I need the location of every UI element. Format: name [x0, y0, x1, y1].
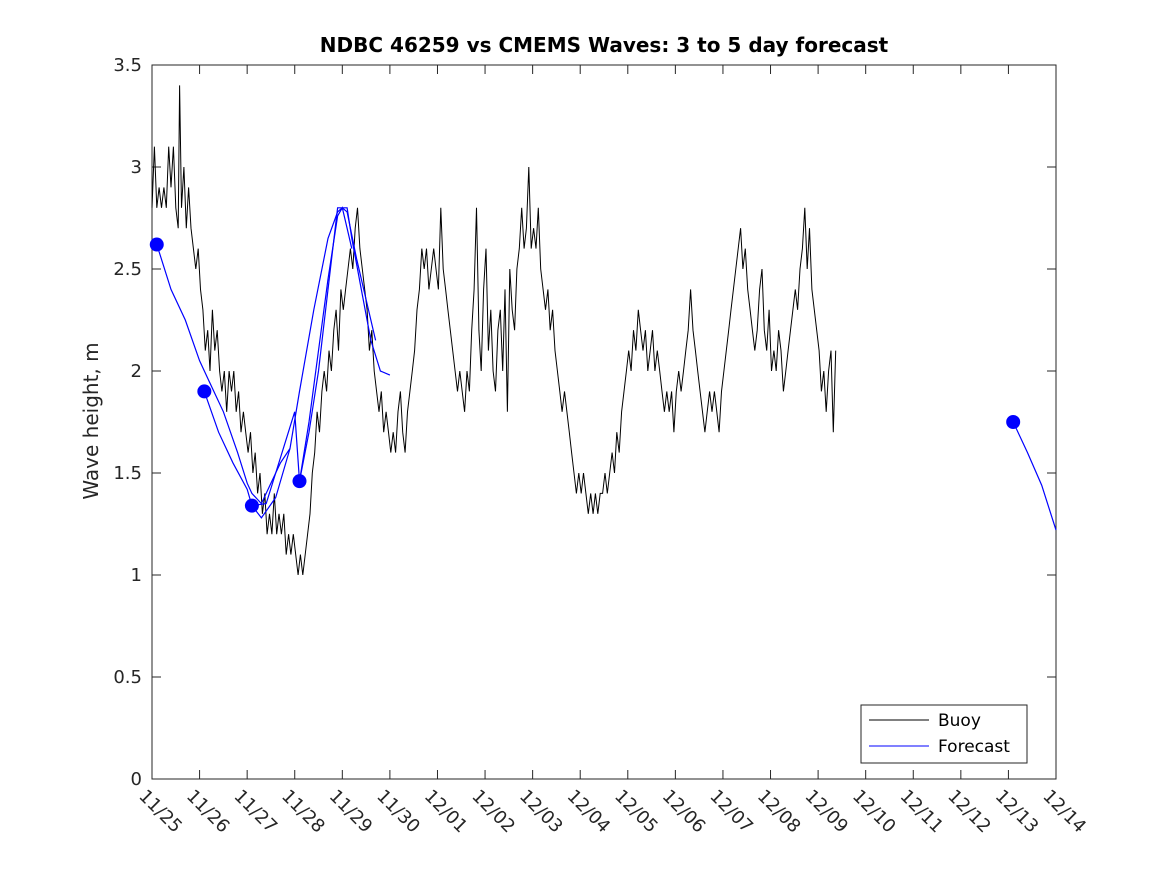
series-line-forecast: [251, 207, 377, 507]
y-axis-label: Wave height, m: [79, 342, 103, 499]
legend: Buoy Forecast: [860, 704, 1028, 764]
y-tick-label: 0: [131, 769, 142, 790]
y-tick-label: 0.5: [113, 667, 142, 688]
plot-area: [151, 64, 1057, 780]
legend-buoy-label: Buoy: [938, 711, 981, 731]
y-tick-label: 3.5: [113, 55, 142, 76]
legend-box: [860, 704, 1028, 764]
y-axis: 0 0.5 1 1.5 2 2.5 3 3.5: [113, 55, 1056, 790]
y-tick-label: 1: [131, 565, 142, 586]
forecast-marker: [244, 498, 259, 513]
series-line-forecast: [1012, 421, 1057, 531]
legend-forecast-label: Forecast: [938, 737, 1010, 757]
y-tick-label: 1.5: [113, 463, 142, 484]
series-line-forecast: [156, 244, 291, 505]
forecast-marker: [197, 384, 212, 399]
series-line-forecast: [203, 207, 391, 519]
forecast-marker: [149, 237, 164, 252]
series-line-buoy: [151, 85, 837, 576]
forecast-marker: [292, 474, 307, 489]
forecast-marker: [1006, 415, 1021, 429]
y-tick-label: 3: [131, 157, 142, 178]
series-layer: [149, 85, 1057, 576]
series-line-forecast: [298, 206, 353, 482]
y-tick-label: 2.5: [113, 259, 142, 280]
y-tick-label: 2: [131, 361, 142, 382]
chart-title: NDBC 46259 vs CMEMS Waves: 3 to 5 day fo…: [320, 33, 889, 57]
